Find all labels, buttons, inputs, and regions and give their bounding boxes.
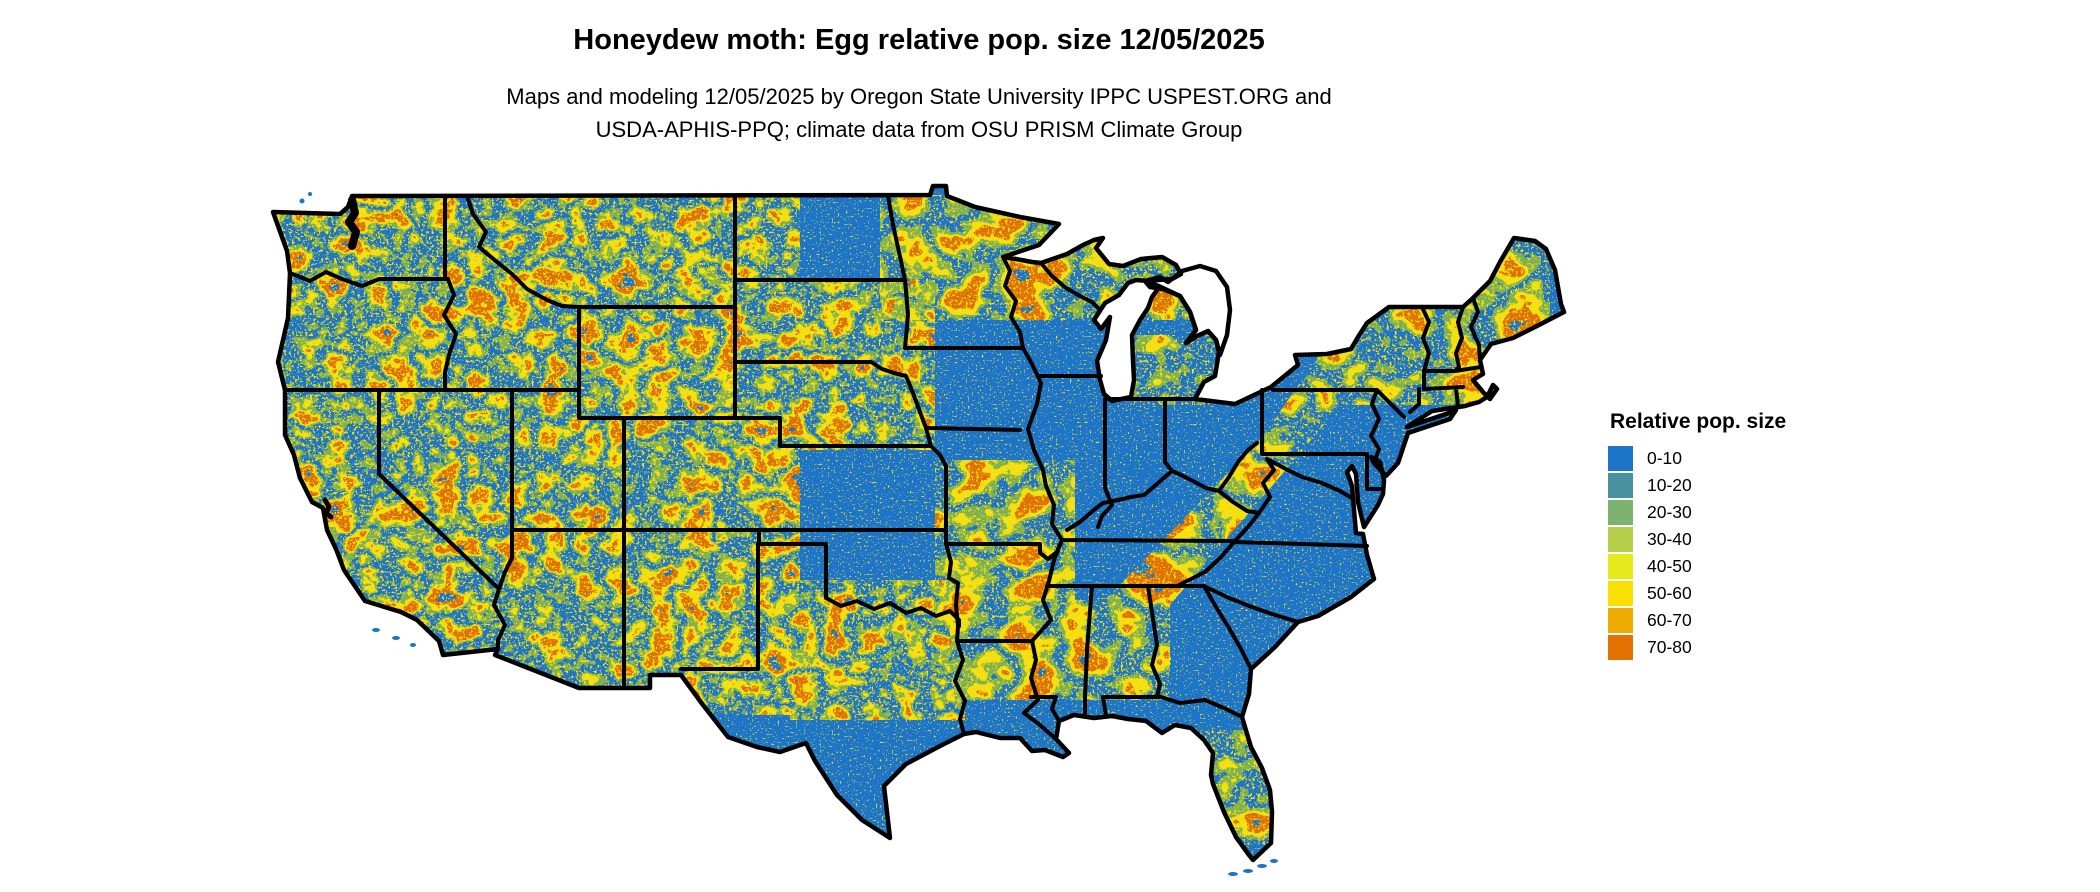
legend-label: 60-70 xyxy=(1647,610,1692,630)
san-francisco-bay xyxy=(322,497,334,520)
legend-label: 40-50 xyxy=(1647,556,1692,576)
legend-item-20-30: 20-30 xyxy=(1608,500,1786,525)
channel-island xyxy=(410,643,416,647)
puget-sound xyxy=(345,196,360,250)
florida-key xyxy=(1243,869,1253,873)
state-borders xyxy=(283,194,1483,741)
legend-swatch xyxy=(1608,554,1633,579)
legend-item-70-80: 70-80 xyxy=(1608,635,1786,660)
legend-label: 50-60 xyxy=(1647,583,1692,603)
state-border-lines-west xyxy=(283,194,948,690)
legend-label: 0-10 xyxy=(1647,448,1683,468)
legend-swatch xyxy=(1608,581,1633,606)
inland-water-marks xyxy=(322,196,360,520)
legend-label: 10-20 xyxy=(1647,475,1692,495)
san-juan-island xyxy=(299,198,305,204)
legend-swatch xyxy=(1608,527,1633,552)
channel-island xyxy=(372,628,380,632)
florida-key xyxy=(1270,859,1278,863)
legend-item-0-10: 0-10 xyxy=(1608,446,1786,471)
san-juan-island xyxy=(308,192,312,196)
state-border-lines-midwest xyxy=(903,255,1259,741)
legend-item-30-40: 30-40 xyxy=(1608,527,1786,552)
lake-michigan xyxy=(1091,277,1163,404)
legend-item-60-70: 60-70 xyxy=(1608,608,1786,633)
florida-key xyxy=(1257,864,1267,868)
legend-item-40-50: 40-50 xyxy=(1608,554,1786,579)
state-border-lines-plains xyxy=(679,194,1064,736)
legend-label: 30-40 xyxy=(1647,529,1692,549)
legend-swatch xyxy=(1608,473,1633,498)
legend-title: Relative pop. size xyxy=(1610,410,1787,433)
offshore-islands xyxy=(299,192,1278,876)
legend-label: 70-80 xyxy=(1647,637,1692,657)
legend-swatch xyxy=(1608,446,1633,471)
figure-title: Honeydew moth: Egg relative pop. size 12… xyxy=(573,24,1265,56)
legend-label: 20-30 xyxy=(1647,502,1692,522)
legend-items: 0-10 10-20 20-30 30-40 40-50 50-60 60-70 70-80 xyxy=(1608,446,1786,660)
state-border-lines-east xyxy=(1029,296,1483,723)
subtitle-line-1: Maps and modeling 12/05/2025 by Oregon S… xyxy=(506,84,1332,109)
legend-swatch xyxy=(1608,635,1633,660)
legend-item-50-60: 50-60 xyxy=(1608,581,1786,606)
subtitle-line-2: USDA-APHIS-PPQ; climate data from OSU PR… xyxy=(595,117,1243,142)
channel-island xyxy=(392,636,400,640)
legend: Relative pop. size 0-10 10-20 20-30 30-40 40… xyxy=(1608,410,1786,662)
figure-subtitle: Maps and modeling 12/05/2025 by Oregon S… xyxy=(0,80,1838,146)
legend-swatch xyxy=(1608,500,1633,525)
florida-key xyxy=(1228,872,1238,876)
legend-swatch xyxy=(1608,608,1633,633)
legend-item-10-20: 10-20 xyxy=(1608,473,1786,498)
